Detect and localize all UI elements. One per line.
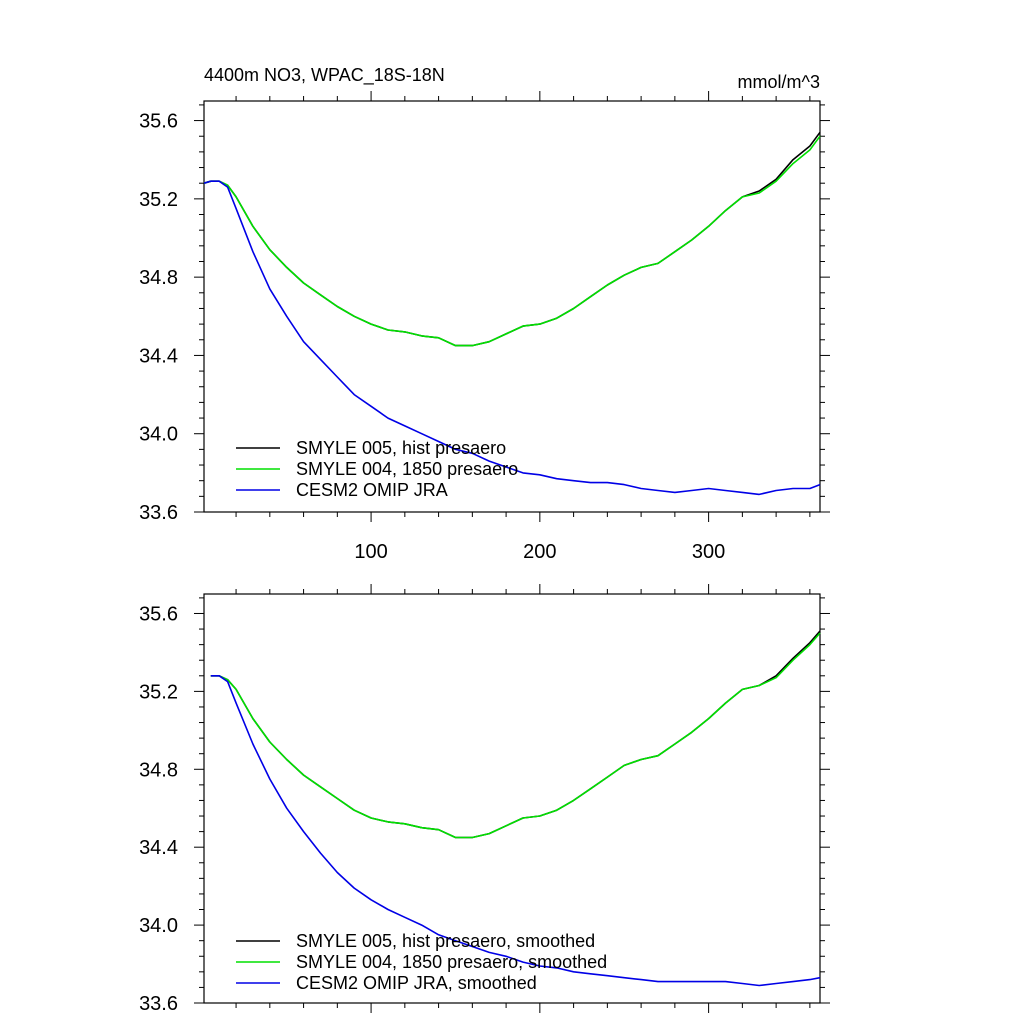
- y-tick-label: 33.6: [139, 993, 178, 1015]
- x-tick-label: 300: [692, 541, 725, 563]
- series-line-3: [210, 674, 821, 987]
- plot-frame: [203, 593, 821, 1004]
- legend-label: SMYLE 005, hist presaero, smoothed: [296, 931, 595, 951]
- series-line-3: [203, 180, 821, 496]
- y-tick-label: 34.0: [139, 424, 178, 446]
- y-tick-label: 34.8: [139, 759, 178, 781]
- legend-label: SMYLE 004, 1850 presaero, smoothed: [296, 952, 607, 972]
- y-tick-label: 35.2: [139, 189, 178, 211]
- legend-label: SMYLE 005, hist presaero: [296, 438, 506, 458]
- y-tick-label: 33.6: [139, 502, 178, 524]
- series-line-1: [210, 630, 821, 839]
- series-line-2: [203, 135, 821, 347]
- x-tick-label: 100: [354, 541, 387, 563]
- x-tick-label: 200: [523, 541, 556, 563]
- y-tick-label: 35.6: [139, 111, 178, 133]
- plot-frame: [203, 100, 821, 513]
- chart-title: 4400m NO3, WPAC_18S-18N: [204, 65, 445, 86]
- chart-panel-1: 33.6 34.0 34.4 34.8 35.2 35.6 100 200 300 4400m N…: [139, 65, 830, 563]
- chart-units: mmol/m^3: [738, 72, 820, 92]
- series-line-2: [210, 632, 821, 839]
- y-tick-label: 34.4: [139, 837, 178, 859]
- y-tick-label: 34.4: [139, 345, 178, 367]
- y-tick-label: 35.2: [139, 681, 178, 703]
- y-tick-label: 34.0: [139, 915, 178, 937]
- series-line-1: [203, 131, 821, 347]
- y-tick-label: 34.8: [139, 267, 178, 289]
- legend-label: CESM2 OMIP JRA, smoothed: [296, 973, 537, 993]
- legend-label: SMYLE 004, 1850 presaero: [296, 459, 518, 479]
- chart-panel-2: 33.6 34.0 34.4 34.8 35.2 35.6 SMYLE 005, hist …: [139, 584, 830, 1015]
- y-tick-label: 35.6: [139, 603, 178, 625]
- legend-label: CESM2 OMIP JRA: [296, 480, 448, 500]
